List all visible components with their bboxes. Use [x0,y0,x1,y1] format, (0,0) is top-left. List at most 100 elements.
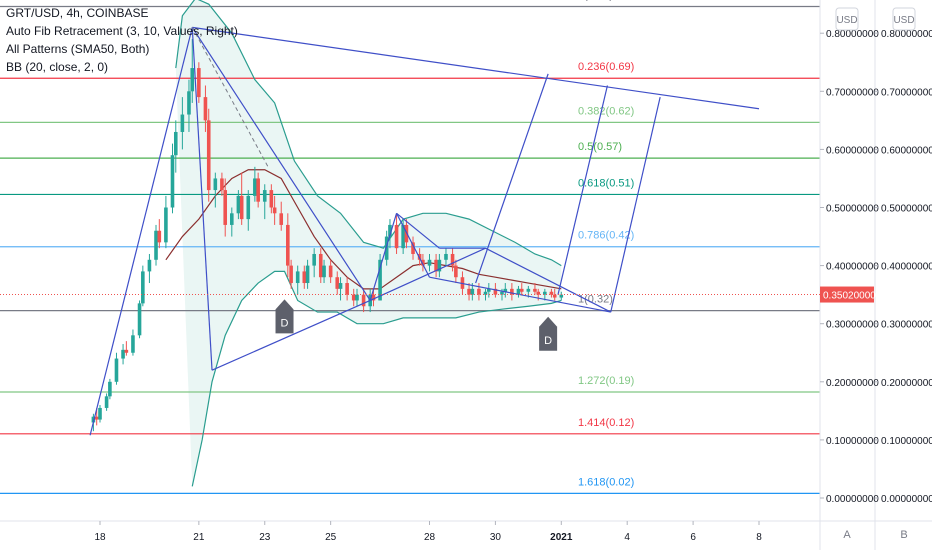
pattern-line[interactable] [429,276,611,313]
candle[interactable] [236,190,241,220]
axis-units[interactable]: USD USD A B [835,7,916,541]
candle[interactable] [444,248,448,266]
pattern-line[interactable] [396,212,440,249]
candle[interactable] [121,344,125,365]
candle[interactable] [434,253,438,278]
candle[interactable] [98,405,102,423]
candle[interactable] [312,248,316,278]
legend-symbol[interactable]: GRT/USD, 4h, COINBASE [6,6,149,20]
candle[interactable] [262,184,267,220]
pattern-line[interactable] [191,27,371,301]
candle[interactable] [295,265,300,295]
candle[interactable] [220,172,224,196]
scale-mode-button-a[interactable]: A [843,529,851,541]
candle[interactable] [289,259,293,289]
candle[interactable] [203,85,208,132]
candle[interactable] [437,253,442,278]
candle[interactable] [137,300,142,339]
candle[interactable] [108,378,112,400]
candle[interactable] [157,219,162,249]
candle[interactable] [322,259,326,284]
candle[interactable] [519,283,524,295]
candle[interactable] [173,120,178,173]
candle[interactable] [559,291,564,301]
candle[interactable] [543,288,547,301]
candle[interactable] [467,283,471,301]
candle[interactable] [141,265,145,307]
candle[interactable] [411,236,415,260]
bb-upper-band[interactable] [175,0,562,267]
candle[interactable] [450,248,455,272]
candle[interactable] [427,253,432,272]
candle[interactable] [223,178,228,237]
candle[interactable] [549,288,554,298]
pattern-line[interactable] [475,73,549,284]
candle[interactable] [516,285,521,298]
candle[interactable] [147,253,152,284]
candle[interactable] [510,283,514,301]
candle[interactable] [477,283,481,301]
candle[interactable] [279,201,284,231]
pattern-lines[interactable] [89,26,760,436]
bb-lower-band[interactable] [191,270,562,487]
candle[interactable] [318,248,323,284]
candle[interactable] [345,277,349,301]
pattern-line[interactable] [211,299,371,371]
candle[interactable] [114,352,119,385]
candle[interactable] [131,329,135,356]
pattern-line[interactable] [191,27,213,371]
candle[interactable] [154,224,158,266]
candle[interactable] [338,277,343,301]
candle[interactable] [180,97,185,150]
legend-patterns-indicator[interactable]: All Patterns (SMA50, Both) [6,42,150,56]
candle[interactable] [269,184,274,214]
candle[interactable] [124,341,129,356]
legend-fib-indicator[interactable]: Auto Fib Retracement (3, 10, Values, Rig… [6,24,238,38]
candle[interactable] [246,190,251,231]
candle[interactable] [170,143,175,214]
candle[interactable] [164,195,168,249]
pattern-marker-d[interactable]: D [539,316,558,351]
pattern-line[interactable] [89,27,193,436]
candle[interactable] [187,79,191,132]
candle[interactable] [454,259,458,284]
candle[interactable] [305,259,310,289]
candle[interactable] [355,288,359,307]
legend-bb-indicator[interactable]: BB (20, close, 2, 0) [6,60,109,74]
pattern-line[interactable] [485,247,611,313]
pattern-line[interactable] [610,96,661,313]
pattern-line[interactable] [557,85,609,295]
candle[interactable] [253,166,257,202]
candle[interactable] [206,108,211,202]
candle[interactable] [421,253,425,272]
pattern-line[interactable] [369,213,398,301]
current-price-tag[interactable] [820,286,874,303]
candle[interactable] [256,172,260,208]
candle[interactable] [371,288,376,307]
candle[interactable] [526,285,531,298]
candle[interactable] [190,39,195,103]
right-scale-unit-box[interactable] [892,7,916,31]
candle[interactable] [552,288,557,301]
candle[interactable] [483,288,488,301]
candle[interactable] [335,271,340,295]
candle[interactable] [394,213,399,254]
candle[interactable] [503,283,508,298]
candle[interactable] [104,393,109,411]
candle[interactable] [239,172,244,225]
scale-mode-button-b[interactable]: B [900,529,907,541]
pattern-line[interactable] [396,213,431,278]
left-scale-unit-box[interactable] [835,7,859,31]
candle[interactable] [302,265,307,289]
candle[interactable] [328,259,333,284]
pattern-markers[interactable]: DD [275,299,558,351]
candle[interactable] [272,195,277,225]
pattern-line[interactable] [369,247,486,302]
candles[interactable] [91,39,564,432]
candle[interactable] [197,62,201,103]
candle[interactable] [213,172,218,208]
candle[interactable] [378,253,382,301]
candle[interactable] [533,283,537,295]
candle[interactable] [487,283,491,298]
